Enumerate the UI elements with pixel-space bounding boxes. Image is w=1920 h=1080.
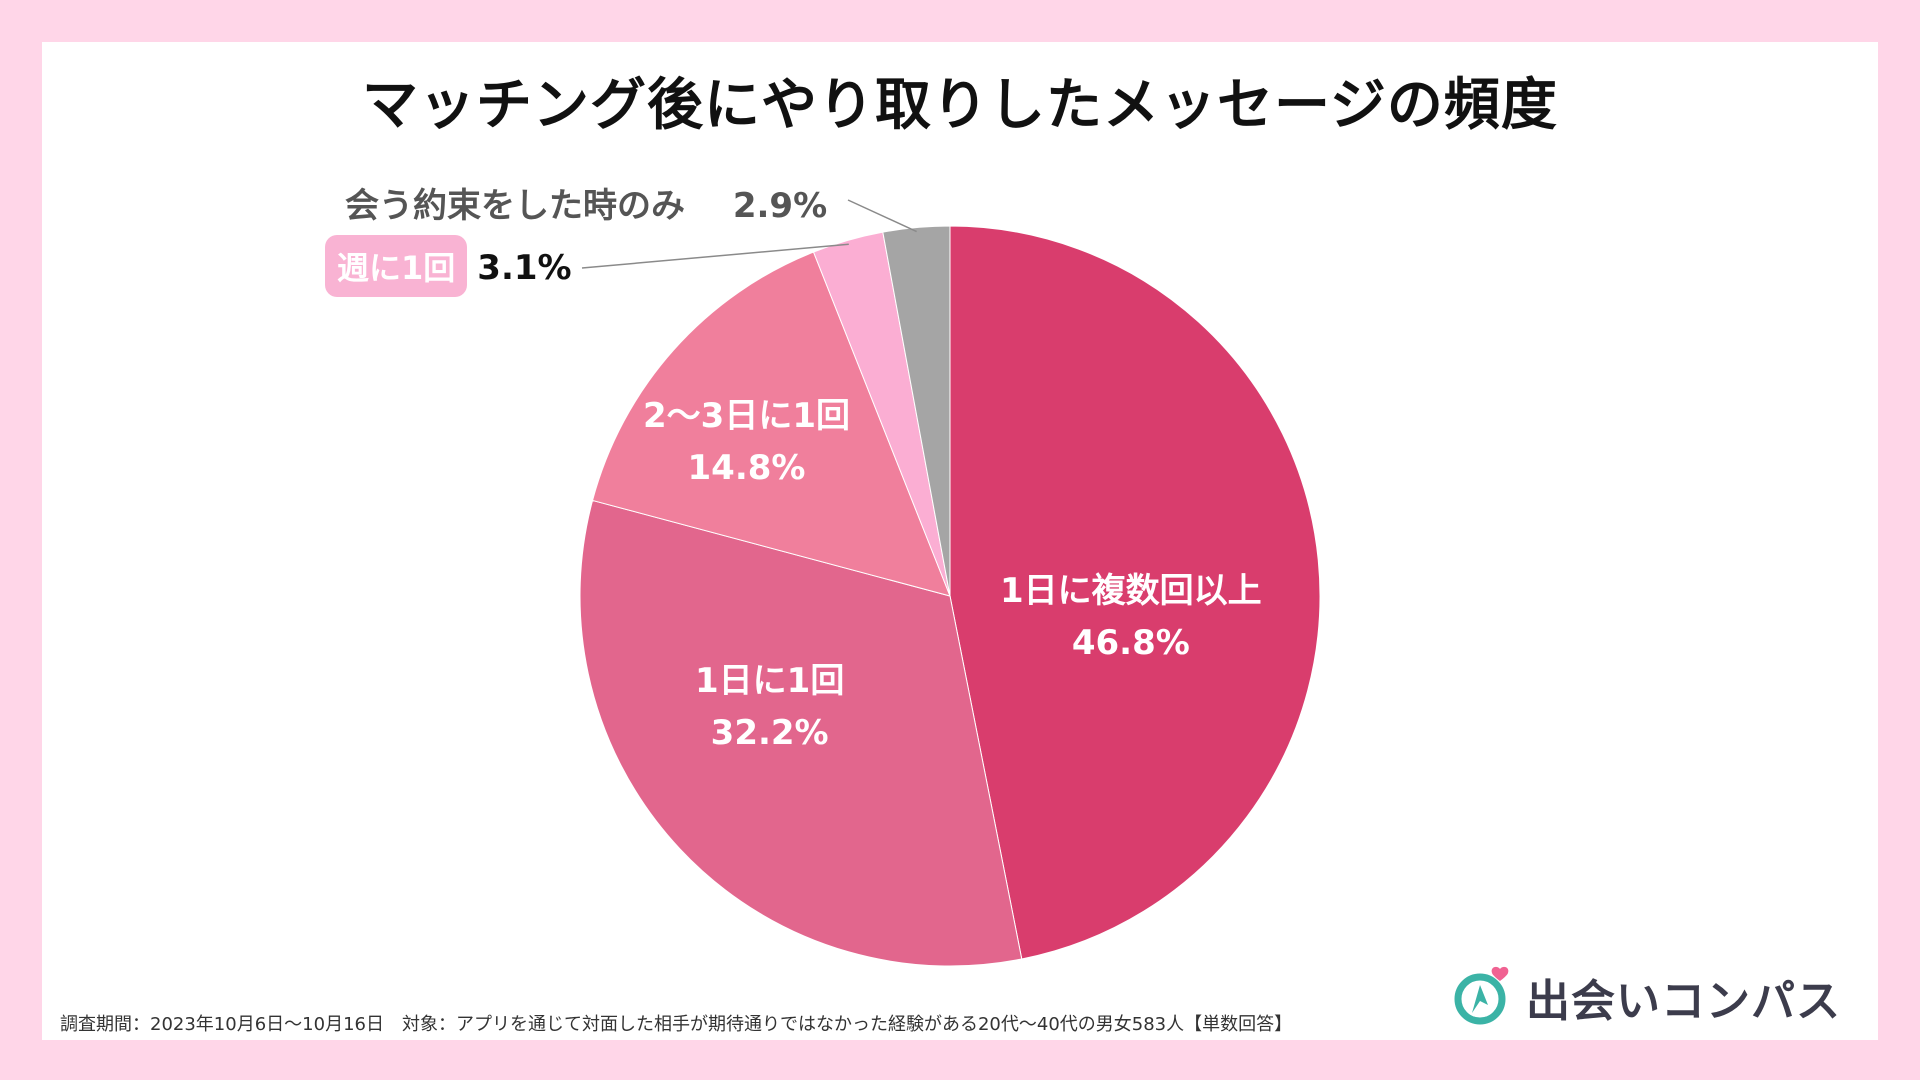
slice-label-once-per-day: 1日に1回 32.2% [695,655,844,759]
leader-lines [581,199,917,269]
pie-slice-only-meeting [882,225,951,597]
leader-line-weekly [581,243,849,269]
weekly-badge: 週に1回 [325,235,468,297]
slice-label-multiple-per-day: 1日に複数回以上 46.8% [1000,565,1262,669]
slice-label-every-2-3-days: 2〜3日に1回 14.8% [643,390,850,494]
pie-slice-once-per-day [579,499,1023,967]
outside-label-only-meeting: 会う約束をした時のみ 2.9% [345,178,827,227]
compass-heart-icon [1454,966,1509,1025]
outside-label-weekly-value: 3.1% [477,248,572,288]
pie-slices [579,225,1321,967]
survey-note: 調査期間：2023年10月6日〜10月16日 対象：アプリを通じて対面した相手が… [60,1014,1293,1035]
slice-label-multiple-per-day-name: 1日に複数回以上 [1000,571,1262,611]
chart-title: マッチング後にやり取りしたメッセージの頻度 [362,73,1558,138]
slice-label-once-per-day-name: 1日に1回 [695,661,845,701]
pie-slice-every-2-3-days [591,251,951,597]
slice-label-once-per-day-value: 32.2% [710,713,829,753]
slice-label-every-2-3-days-value: 14.8% [687,448,806,488]
slice-label-multiple-per-day-value: 46.8% [1071,623,1190,663]
outside-label-weekly: 週に1回 3.1% [325,235,572,297]
brand-logo-text: 出会いコンパス [1526,976,1841,1027]
brand-logo: 出会いコンパス [1450,962,1841,1032]
pie-slice-multiple-per-day [949,225,1321,960]
slice-label-every-2-3-days-name: 2〜3日に1回 [643,396,850,436]
leader-line-only-meeting [847,199,917,233]
outside-label-only-meeting-value: 2.9% [732,186,828,226]
outside-label-only-meeting-name: 会う約束をした時のみ [345,186,685,226]
